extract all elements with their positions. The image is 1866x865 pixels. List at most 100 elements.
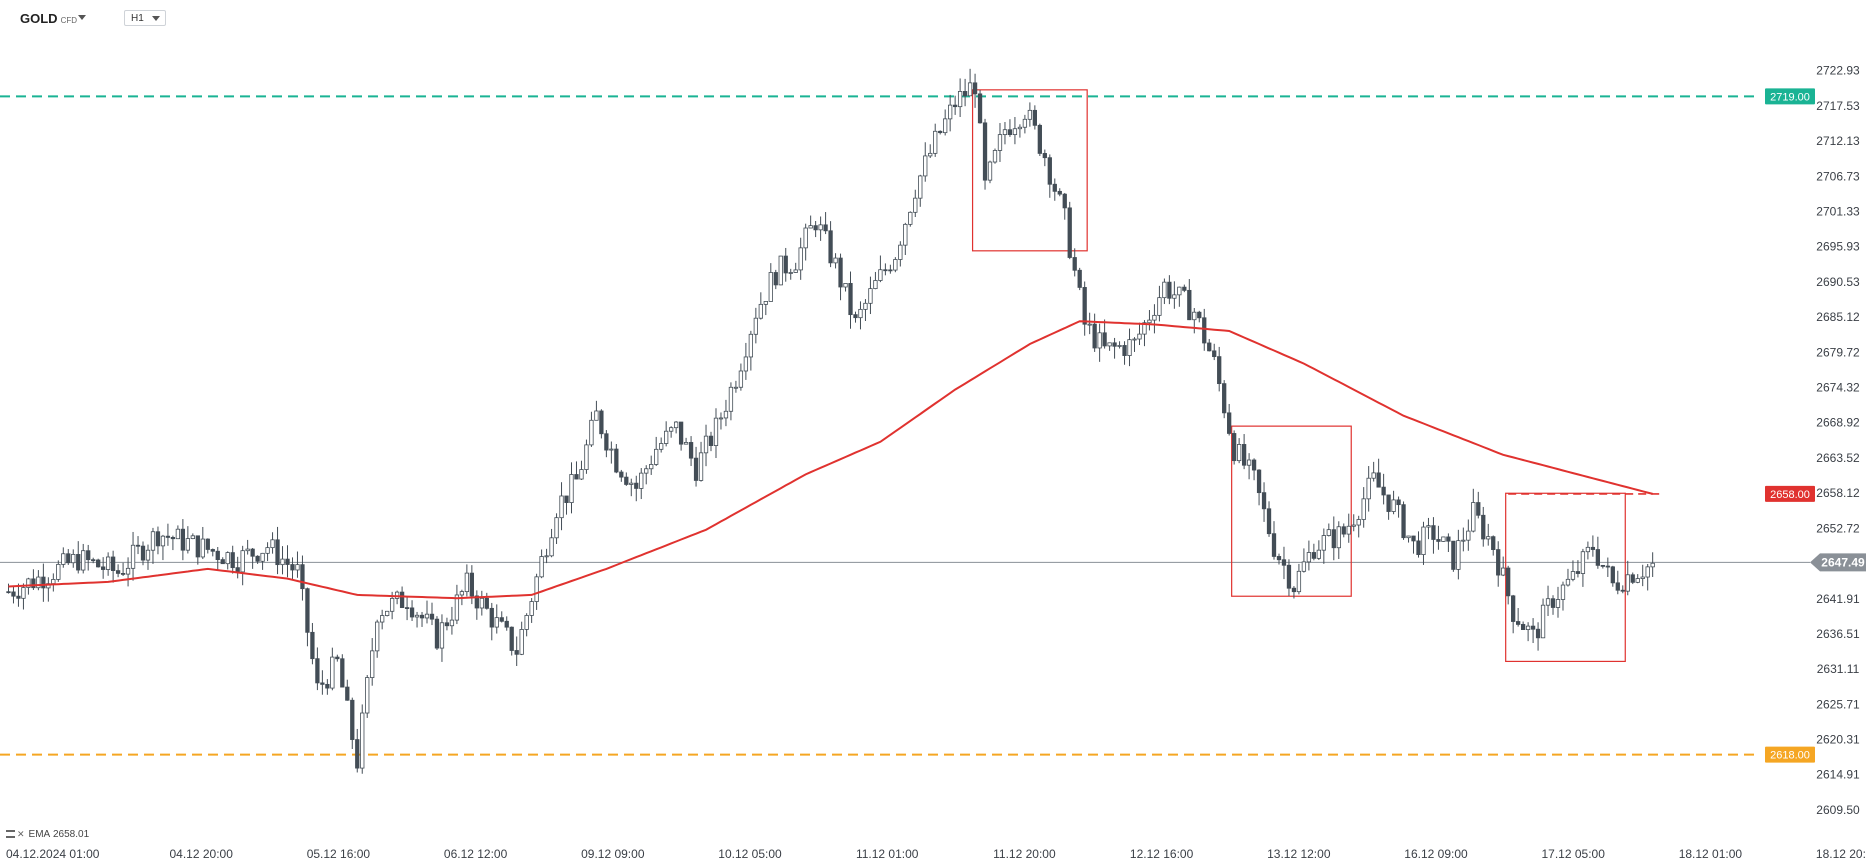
candle-body	[1241, 444, 1247, 466]
close-icon[interactable]: ✕	[17, 829, 25, 839]
candle-body	[1650, 562, 1655, 568]
candle-body	[125, 567, 131, 575]
candle-body	[1456, 540, 1461, 570]
x-tick-label: 18.12 20:00	[1816, 847, 1866, 861]
candle-body	[115, 570, 121, 574]
candle-body	[61, 553, 66, 565]
candle-body	[1097, 332, 1102, 349]
candle-body	[509, 626, 514, 651]
candle-body	[982, 122, 988, 181]
candle-body	[1192, 311, 1197, 321]
x-tick-label: 04.12 20:00	[169, 847, 233, 861]
candle-body	[678, 421, 684, 445]
timeframe-dropdown[interactable]: H1	[124, 10, 166, 26]
candle-body	[1555, 599, 1561, 608]
candle-body	[569, 474, 574, 503]
candle-body	[1615, 582, 1620, 591]
candle-body	[629, 482, 634, 485]
candle-body	[883, 269, 888, 272]
candle-body	[1511, 595, 1516, 622]
candle-body	[773, 272, 778, 286]
candle-body	[315, 658, 320, 684]
candle-body	[698, 452, 704, 481]
settings-icon[interactable]	[6, 830, 15, 839]
candle-body	[160, 535, 166, 547]
candle-body	[1361, 498, 1366, 520]
candle-body	[723, 410, 729, 419]
candle-body	[669, 427, 674, 432]
candle-body	[718, 417, 724, 420]
candle-body	[1002, 129, 1008, 136]
candle-body	[1386, 494, 1391, 512]
candle-body	[1356, 519, 1361, 526]
candle-body	[235, 567, 240, 573]
candle-body	[644, 468, 649, 474]
candle-body	[1127, 339, 1132, 356]
candle-body	[987, 161, 993, 181]
symbol-selector[interactable]: GOLD CFD	[20, 11, 77, 26]
candle-body	[320, 682, 325, 685]
candle-body	[1600, 564, 1605, 567]
candle-body	[728, 386, 734, 412]
candle-body	[873, 280, 878, 290]
candle-body	[504, 620, 509, 628]
candle-body	[1411, 535, 1416, 542]
candle-body	[355, 739, 360, 769]
candle-body	[225, 552, 230, 565]
candle-body	[962, 91, 968, 97]
candle-body	[1187, 289, 1192, 321]
y-tick-label: 2722.93	[1816, 64, 1860, 78]
candle-body	[165, 535, 171, 538]
y-tick-label: 2631.11	[1817, 662, 1860, 676]
candle-body	[624, 476, 629, 485]
chevron-down-icon[interactable]	[78, 15, 86, 20]
candle-body	[1142, 322, 1147, 335]
candle-body	[1590, 546, 1596, 550]
candle-body	[345, 686, 350, 701]
candle-body	[1062, 193, 1067, 209]
x-tick-label: 16.12 09:00	[1404, 847, 1468, 861]
candle-body	[803, 227, 808, 249]
level-badge	[1765, 485, 1815, 502]
candle-body	[180, 528, 186, 551]
candle-body	[888, 269, 893, 272]
candle-body	[1466, 530, 1471, 541]
candle-body	[484, 597, 489, 609]
candle-body	[703, 435, 709, 454]
candle-body	[1037, 124, 1042, 154]
candle-body	[977, 93, 983, 124]
y-tick-label: 2658.12	[1816, 486, 1860, 500]
candle-body	[908, 211, 913, 225]
candle-body	[1461, 539, 1466, 542]
candle-body	[1117, 345, 1122, 347]
candle-body	[105, 556, 111, 570]
candle-body	[1585, 546, 1591, 553]
candle-body	[1042, 153, 1047, 159]
candle-body	[91, 559, 96, 562]
candle-body	[385, 610, 390, 616]
candle-body	[449, 619, 455, 627]
candle-body	[529, 601, 534, 616]
candle-body	[1506, 567, 1511, 597]
indicator-legend[interactable]: ✕ EMA 2658.01	[6, 829, 89, 840]
candle-body	[683, 442, 689, 445]
level-badge	[1765, 88, 1815, 105]
candle-body	[1570, 571, 1576, 580]
x-tick-label: 12.12 16:00	[1130, 847, 1194, 861]
candle-body	[1446, 536, 1451, 542]
candle-body	[713, 417, 719, 446]
candle-body	[748, 333, 754, 358]
candle-body	[150, 531, 156, 551]
candle-body	[454, 594, 460, 621]
candle-body	[240, 550, 245, 573]
y-tick-label: 2625.71	[1816, 697, 1860, 711]
candle-body	[1381, 486, 1386, 496]
candle-body	[1341, 526, 1346, 535]
y-tick-label: 2717.53	[1816, 99, 1860, 113]
y-tick-label: 2712.13	[1816, 134, 1860, 148]
candle-body	[1137, 333, 1142, 340]
candle-body	[1496, 549, 1501, 576]
candle-body	[1545, 598, 1551, 606]
candle-body	[1311, 552, 1317, 559]
